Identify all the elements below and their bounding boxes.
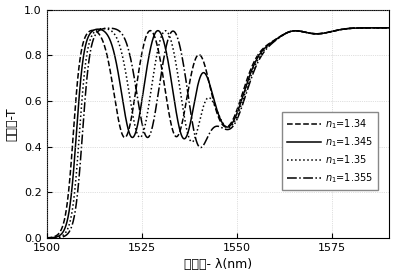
Y-axis label: 透射率-T: 透射率-T xyxy=(6,107,19,141)
Legend: $n_1$=1.34, $n_1$=1.345, $n_1$=1.35, $n_1$=1.355: $n_1$=1.34, $n_1$=1.345, $n_1$=1.35, $n_… xyxy=(282,112,378,190)
X-axis label: 光波长- λ(nm): 光波长- λ(nm) xyxy=(184,258,252,271)
